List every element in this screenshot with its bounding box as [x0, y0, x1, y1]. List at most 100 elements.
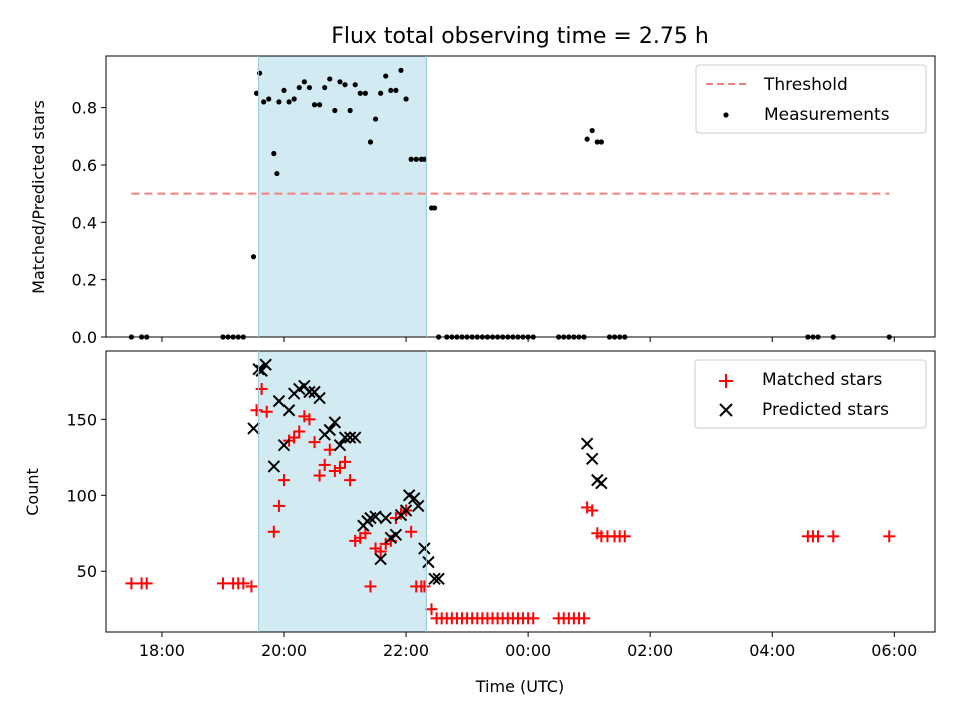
measurement-point	[403, 96, 409, 102]
measurement-point	[342, 82, 348, 88]
measurement-point	[250, 254, 257, 260]
measurement-point	[256, 70, 263, 76]
measurement-point	[372, 116, 379, 122]
matched-star-point	[344, 474, 357, 487]
x-axis-label: Time (UTC)	[475, 677, 564, 696]
bottom-legend: Matched stars Predicted stars	[694, 359, 927, 429]
bottom-ytick: 100	[66, 486, 106, 505]
predicted-star-point	[333, 438, 347, 452]
measurement-point	[362, 90, 368, 96]
matched-star-point	[527, 612, 540, 625]
measurement-point	[431, 205, 438, 211]
legend-measurements-swatch	[723, 112, 729, 118]
bottom-ytick: 150	[66, 410, 106, 429]
predicted-star-point	[343, 431, 357, 444]
matched-star-point	[260, 405, 273, 418]
matched-star-point	[237, 577, 250, 590]
predicted-star-point	[255, 364, 268, 377]
measurement-point	[291, 96, 297, 102]
bottom-axes-frame	[105, 350, 936, 633]
matched-star-point	[245, 580, 258, 593]
measurement-point	[322, 84, 328, 91]
bottom-panel: 50 100 150 18:00 20:00 22:00 00:00 02:00 04:00 0…	[23, 350, 936, 696]
legend-matched-label: Matched stars	[762, 370, 882, 390]
measurement-point	[311, 102, 318, 108]
matched-star-point	[216, 577, 229, 590]
measurement-point	[589, 127, 595, 134]
bottom-xtick-label: 22:00	[383, 641, 429, 660]
measurement-point	[332, 107, 338, 114]
bottom-xtick-label: 00:00	[505, 641, 551, 660]
bottom-ytick-label: 50	[77, 562, 97, 581]
matched-star-point	[303, 413, 316, 426]
predicted-star-point	[338, 431, 352, 444]
measurement-point	[398, 67, 404, 73]
measurement-point	[271, 150, 277, 157]
measurement-point	[388, 87, 394, 94]
matched-star-point	[883, 530, 896, 543]
top-ytick-label: 0.0	[72, 328, 97, 347]
top-ytick-label: 0.2	[72, 271, 97, 290]
measurement-point	[274, 170, 280, 177]
matched-star-point	[308, 436, 321, 449]
bottom-ytick-label: 100	[66, 486, 97, 505]
top-legend-box	[695, 64, 927, 134]
predicted-star-point	[595, 476, 608, 490]
bottom-xtick-label: 04:00	[749, 641, 795, 660]
top-axes-frame	[105, 55, 936, 338]
predicted-star-point	[418, 542, 431, 555]
predicted-star-point	[412, 499, 425, 513]
top-ytick-label: 0.6	[72, 156, 97, 175]
legend-measurements-label: Measurements	[764, 105, 890, 125]
matched-star-point	[339, 455, 352, 468]
matched-star-point	[586, 504, 599, 517]
predicted-star-point	[267, 460, 281, 473]
top-ytick: 0.6	[72, 156, 106, 175]
measurement-point	[317, 102, 323, 108]
top-x-axis	[161, 337, 895, 342]
matched-star-point	[323, 443, 336, 456]
predicted-star-point	[247, 422, 260, 435]
measurement-point	[598, 139, 604, 145]
matched-star-point	[125, 577, 138, 590]
matched-star-point	[288, 431, 301, 444]
measurement-point	[393, 87, 399, 94]
matched-star-point	[425, 603, 438, 616]
bottom-xtick-label: 06:00	[871, 641, 917, 660]
measurement-point	[286, 99, 292, 105]
measurement-point	[421, 156, 427, 162]
measurement-point	[337, 79, 343, 85]
measurement-point	[306, 84, 313, 91]
legend-predicted-swatch	[719, 403, 733, 417]
measurement-point	[383, 73, 389, 79]
matched-star-point	[140, 577, 153, 590]
matched-star-point	[364, 580, 377, 593]
top-shaded-span	[258, 56, 427, 337]
matched-star-point	[267, 525, 280, 538]
bottom-xtick: 04:00	[749, 632, 795, 660]
top-y-axis: 0.0 0.2 0.4 0.6 0.8	[72, 99, 106, 347]
top-ytick: 0.2	[72, 271, 106, 290]
bottom-y-axis-label: Count	[23, 468, 42, 516]
predicted-star-point	[303, 385, 316, 399]
bottom-xtick: 02:00	[627, 632, 673, 660]
predicted-star-point	[323, 423, 336, 437]
measurement-point	[413, 156, 419, 162]
bottom-shaded-span	[258, 351, 427, 632]
predicted-star-point	[432, 572, 445, 586]
matched-star-point	[405, 525, 418, 538]
measurement-point	[261, 99, 267, 105]
top-panel: 0.00.20.40.60.8 Matched/Predicted stars …	[29, 55, 936, 347]
bottom-xtick-label: 18:00	[139, 641, 185, 660]
predicted-star-point	[272, 394, 286, 408]
bottom-xtick: 00:00	[505, 632, 551, 660]
matched-star-point	[293, 425, 306, 438]
predicted-star-point	[328, 416, 342, 429]
measurement-point	[584, 136, 590, 142]
matched-star-point	[374, 545, 387, 558]
bottom-x-axis: 18:00 20:00 22:00 00:00 02:00 04:00 06:00	[139, 632, 917, 660]
top-y-axis-label: Matched/Predicted stars	[29, 100, 48, 294]
matched-star-point	[359, 527, 372, 540]
predicted-star-point	[407, 492, 421, 505]
